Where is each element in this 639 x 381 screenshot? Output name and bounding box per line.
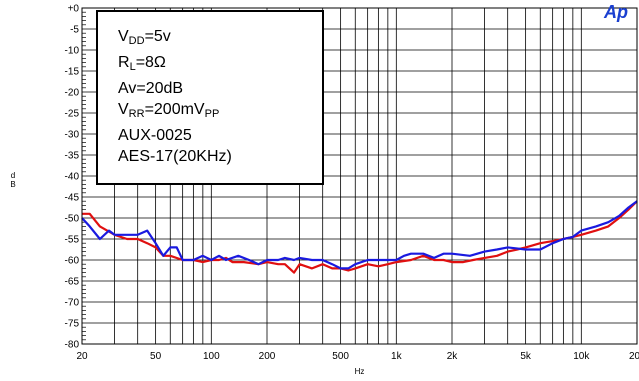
y-tick-label: -50 xyxy=(65,214,80,225)
plot-frame xyxy=(81,7,638,345)
y-tick-label: -40 xyxy=(65,172,80,183)
y-tick-label: +0 xyxy=(68,4,80,15)
x-axis-label: Hz xyxy=(355,367,365,376)
x-tick-label: 500 xyxy=(332,351,349,362)
y-tick-label: -30 xyxy=(65,130,80,141)
y-tick-label: -35 xyxy=(65,151,80,162)
y-tick-label: -5 xyxy=(70,25,79,36)
y-tick-label: -15 xyxy=(65,67,80,78)
filter-aes-label: AES-17(20KHz) xyxy=(118,148,232,165)
y-tick-label: -60 xyxy=(65,256,80,267)
x-tick-label: 5k xyxy=(520,351,532,362)
x-tick-label: 20k xyxy=(629,351,639,362)
y-tick-label: -65 xyxy=(65,277,80,288)
y-tick-label: -70 xyxy=(65,298,80,309)
load-resistance-label: RL=8Ω xyxy=(118,54,166,73)
gain-label: Av=20dB xyxy=(118,80,184,97)
x-tick-label: 1k xyxy=(391,351,403,362)
supply-voltage-label: VDD=5v xyxy=(118,28,171,47)
y-tick-label: -20 xyxy=(65,88,80,99)
y-tick-label: -80 xyxy=(65,340,80,351)
ripple-voltage-label: VRR=200mVPP xyxy=(118,101,220,120)
x-tick-label: 100 xyxy=(203,351,220,362)
tick-labels: +0 -5 -10 -15 -20 -25 -30 -35 -40 -45 -50 -55 -60 -65… xyxy=(65,4,639,363)
x-tick-label: 200 xyxy=(259,351,276,362)
audio-precision-logo: Ap xyxy=(604,2,628,22)
x-tick-label: 20 xyxy=(76,351,88,362)
measurement-conditions-box: VDD=5v RL=8Ω Av=20dB VRR=200mVPP AUX-002… xyxy=(96,10,324,185)
y-tick-label: -45 xyxy=(65,193,80,204)
y-tick-label: -75 xyxy=(65,319,80,330)
series-layer xyxy=(81,200,638,274)
y-tick-label: -10 xyxy=(65,46,80,57)
filter-aux-label: AUX-0025 xyxy=(118,127,192,144)
y-tick-label: -25 xyxy=(65,109,80,120)
y-tick-label: -55 xyxy=(65,235,80,246)
x-tick-label: 2k xyxy=(447,351,459,362)
x-tick-label: 50 xyxy=(150,351,162,362)
x-tick-label: 10k xyxy=(573,351,590,362)
series-line-2 xyxy=(81,200,638,270)
